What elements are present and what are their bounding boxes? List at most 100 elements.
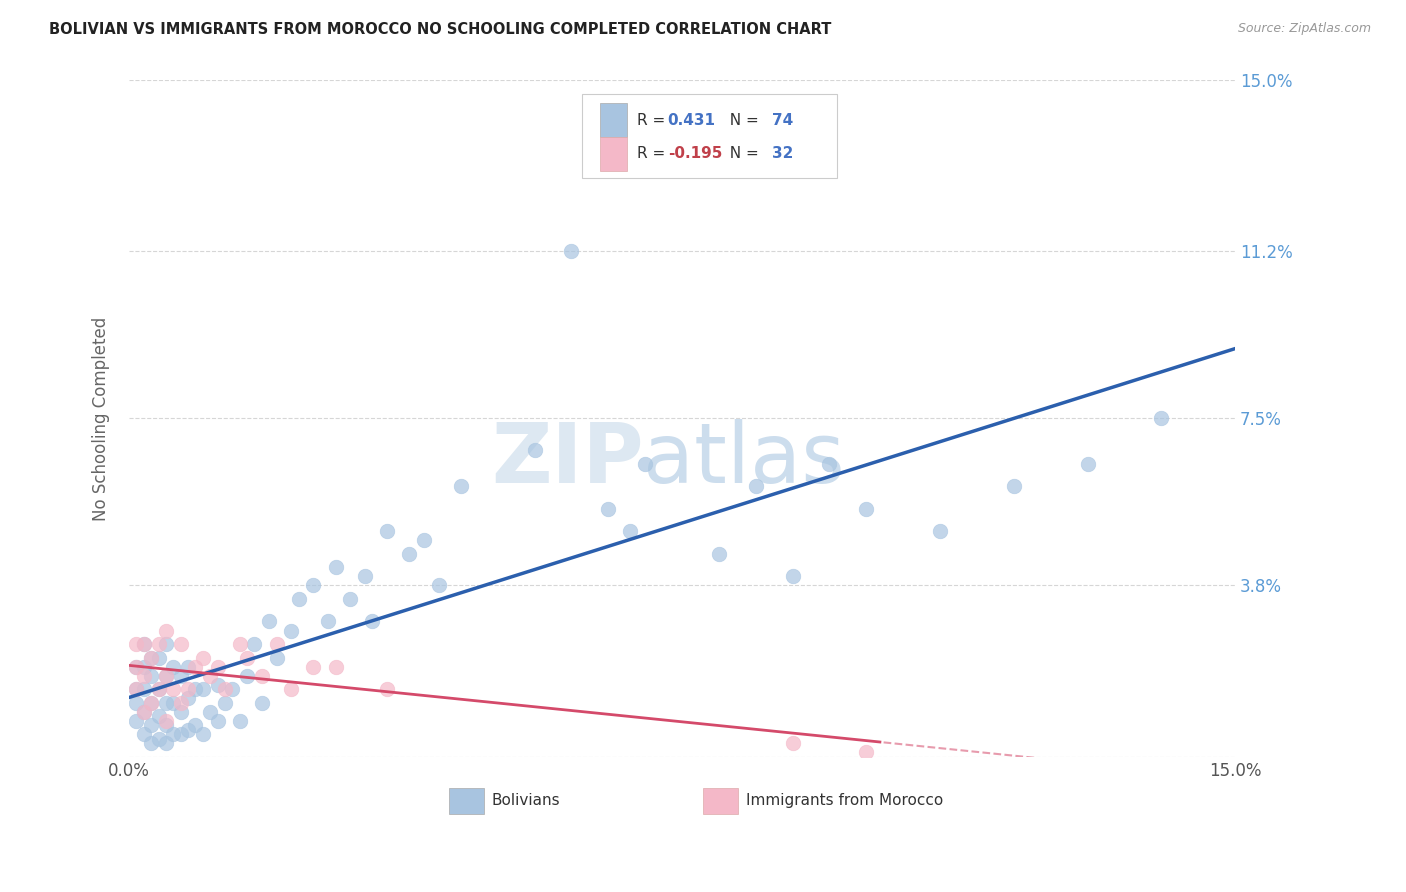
Point [177,723,200,737]
Point [141,650,163,665]
Point [125,696,148,710]
Point [132,705,155,719]
Point [929,524,952,539]
Point [132,637,155,651]
Text: R =: R = [637,146,669,161]
Point [354,569,377,583]
Point [287,591,309,606]
Point [782,736,804,750]
Point [125,714,148,728]
Point [125,682,148,697]
Point [177,682,200,697]
Point [398,547,420,561]
Text: N =: N = [720,112,763,128]
Point [155,714,177,728]
Point [207,678,229,692]
Point [155,668,177,682]
Point [236,668,259,682]
Point [1002,479,1025,493]
Point [141,736,163,750]
Point [132,705,155,719]
Text: ZIP: ZIP [491,418,644,500]
Point [184,682,207,697]
Point [155,668,177,682]
Point [221,682,243,697]
Text: 74: 74 [772,112,793,128]
Point [191,682,214,697]
Text: 0.431: 0.431 [668,112,716,128]
Point [523,442,546,457]
Point [198,705,221,719]
Point [207,714,229,728]
Point [170,668,193,682]
Point [316,615,339,629]
Point [184,659,207,673]
Point [132,637,155,651]
Text: Bolivians: Bolivians [492,793,561,808]
FancyBboxPatch shape [582,94,837,178]
Text: Source: ZipAtlas.com: Source: ZipAtlas.com [1237,22,1371,36]
Point [560,244,582,259]
Point [125,682,148,697]
Point [375,524,398,539]
Text: 32: 32 [772,146,793,161]
Point [155,696,177,710]
Point [302,578,325,592]
Point [339,591,361,606]
Point [155,637,177,651]
Point [191,650,214,665]
Point [125,637,148,651]
Point [634,457,657,471]
Point [162,682,184,697]
Point [148,682,170,697]
Y-axis label: No Schooling Completed: No Schooling Completed [93,317,110,521]
Point [707,547,730,561]
FancyBboxPatch shape [703,788,738,814]
Point [148,731,170,746]
Text: atlas: atlas [644,418,845,500]
Point [191,727,214,741]
Point [745,479,768,493]
Point [141,696,163,710]
Point [132,668,155,682]
Point [1076,457,1098,471]
Text: BOLIVIAN VS IMMIGRANTS FROM MOROCCO NO SCHOOLING COMPLETED CORRELATION CHART: BOLIVIAN VS IMMIGRANTS FROM MOROCCO NO S… [49,22,831,37]
Point [855,501,877,516]
Point [214,682,236,697]
Point [619,524,641,539]
Point [855,745,877,759]
Point [214,696,236,710]
Text: -0.195: -0.195 [668,146,723,161]
Point [162,659,184,673]
Point [170,705,193,719]
Point [148,709,170,723]
Point [207,659,229,673]
Point [148,650,170,665]
Point [228,714,250,728]
Point [361,615,384,629]
Point [598,501,620,516]
Point [250,696,273,710]
Point [184,718,207,732]
Point [162,727,184,741]
Text: N =: N = [720,146,763,161]
Point [132,682,155,697]
FancyBboxPatch shape [449,788,484,814]
Point [236,650,259,665]
Point [132,659,155,673]
Point [243,637,266,651]
Point [325,560,347,574]
Point [125,659,148,673]
Point [155,624,177,638]
Point [170,696,193,710]
Point [266,637,288,651]
Point [177,659,200,673]
Point [250,668,273,682]
Point [1150,411,1173,425]
Point [177,691,200,706]
Point [427,578,450,592]
Point [413,533,436,548]
Point [280,682,302,697]
Point [818,457,841,471]
Point [141,696,163,710]
